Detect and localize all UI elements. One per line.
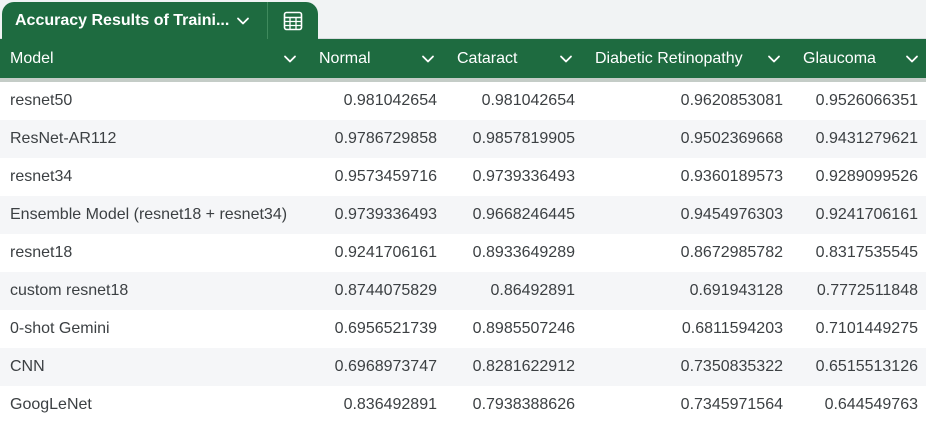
cell-glaucoma[interactable]: 0.644549763: [824, 396, 918, 413]
tab-divider: [267, 2, 269, 39]
cell-diabetic-retinopathy[interactable]: 0.7345971564: [680, 396, 783, 413]
cell-model[interactable]: resnet18: [10, 244, 73, 261]
cell-glaucoma[interactable]: 0.9289099526: [815, 168, 918, 185]
cell-model[interactable]: custom resnet18: [10, 282, 129, 299]
cell-diabetic-retinopathy[interactable]: 0.9360189573: [680, 168, 783, 185]
cell-normal[interactable]: 0.981042654: [343, 92, 437, 109]
cell-cataract[interactable]: 0.9668246445: [472, 206, 575, 223]
cell-diabetic-retinopathy[interactable]: 0.9620853081: [680, 92, 783, 109]
cell-cataract[interactable]: 0.7938388626: [472, 396, 575, 413]
column-header-model[interactable]: Model: [0, 39, 308, 78]
cell-glaucoma[interactable]: 0.7772511848: [816, 282, 918, 299]
cell-cataract[interactable]: 0.8985507246: [472, 320, 575, 337]
cell-diabetic-retinopathy[interactable]: 0.8672985782: [680, 244, 783, 261]
cell-normal[interactable]: 0.836492891: [343, 396, 437, 413]
chevron-down-icon[interactable]: [558, 51, 574, 67]
cell-cataract[interactable]: 0.9739336493: [472, 168, 575, 185]
cell-normal[interactable]: 0.8744075829: [334, 282, 437, 299]
cell-normal[interactable]: 0.9786729858: [334, 130, 437, 147]
cell-glaucoma[interactable]: 0.7101449275: [815, 320, 918, 337]
table-body: resnet50 0.981042654 0.981042654 0.96208…: [0, 82, 926, 421]
chevron-down-icon[interactable]: [420, 51, 436, 67]
sheet-tab-title[interactable]: Accuracy Results of Traini...: [15, 11, 230, 29]
column-header-label: Diabetic Retinopathy: [595, 49, 743, 67]
cell-diabetic-retinopathy[interactable]: 0.691943128: [689, 282, 783, 299]
cell-normal[interactable]: 0.9739336493: [334, 206, 437, 223]
cell-model[interactable]: resnet34: [10, 168, 73, 185]
table-row[interactable]: ResNet-AR112 0.9786729858 0.9857819905 0…: [0, 120, 926, 158]
chevron-down-icon[interactable]: [904, 51, 920, 67]
cell-glaucoma[interactable]: 0.9431279621: [815, 130, 918, 147]
chevron-down-icon[interactable]: [229, 2, 257, 39]
chevron-down-icon[interactable]: [282, 51, 298, 67]
cell-cataract[interactable]: 0.86492891: [490, 282, 575, 299]
table-icon: [283, 11, 303, 30]
cell-diabetic-retinopathy[interactable]: 0.6811594203: [681, 320, 783, 337]
cell-model[interactable]: ResNet-AR112: [10, 130, 117, 147]
cell-diabetic-retinopathy[interactable]: 0.7350835322: [680, 358, 783, 375]
table-row[interactable]: resnet50 0.981042654 0.981042654 0.96208…: [0, 82, 926, 120]
table-row[interactable]: custom resnet18 0.8744075829 0.86492891 …: [0, 272, 926, 310]
cell-normal[interactable]: 0.6968973747: [334, 358, 437, 375]
cell-model[interactable]: GoogLeNet: [10, 396, 92, 413]
table-row[interactable]: Ensemble Model (resnet18 + resnet34) 0.9…: [0, 196, 926, 234]
table-row[interactable]: resnet18 0.9241706161 0.8933649289 0.867…: [0, 234, 926, 272]
cell-cataract[interactable]: 0.9857819905: [472, 130, 575, 147]
column-header-normal[interactable]: Normal: [308, 39, 446, 78]
cell-model[interactable]: 0-shot Gemini: [10, 320, 110, 337]
column-header-label: Glaucoma: [803, 49, 876, 67]
column-header-row: Model Normal Cataract Diabetic Retinopat…: [0, 39, 926, 82]
cell-cataract[interactable]: 0.981042654: [481, 92, 575, 109]
column-header-label: Normal: [319, 49, 371, 67]
table-row[interactable]: CNN 0.6968973747 0.8281622912 0.73508353…: [0, 348, 926, 386]
table-row[interactable]: resnet34 0.9573459716 0.9739336493 0.936…: [0, 158, 926, 196]
cell-glaucoma[interactable]: 0.9241706161: [815, 206, 918, 223]
cell-model[interactable]: Ensemble Model (resnet18 + resnet34): [10, 206, 288, 223]
cell-model[interactable]: resnet50: [10, 92, 73, 109]
column-header-glaucoma[interactable]: Glaucoma: [792, 39, 926, 78]
cell-cataract[interactable]: 0.8281622912: [472, 358, 575, 375]
table-view-button[interactable]: [268, 2, 318, 39]
cell-cataract[interactable]: 0.8933649289: [472, 244, 575, 261]
cell-diabetic-retinopathy[interactable]: 0.9454976303: [680, 206, 783, 223]
column-header-label: Cataract: [457, 49, 518, 67]
cell-normal[interactable]: 0.9241706161: [334, 244, 437, 261]
column-header-label: Model: [10, 49, 54, 67]
chevron-down-icon[interactable]: [766, 51, 782, 67]
cell-normal[interactable]: 0.9573459716: [334, 168, 437, 185]
cell-model[interactable]: CNN: [10, 358, 45, 375]
cell-glaucoma[interactable]: 0.9526066351: [815, 92, 918, 109]
cell-normal[interactable]: 0.6956521739: [334, 320, 437, 337]
cell-diabetic-retinopathy[interactable]: 0.9502369668: [680, 130, 783, 147]
column-header-cataract[interactable]: Cataract: [446, 39, 584, 78]
table-row[interactable]: GoogLeNet 0.836492891 0.7938388626 0.734…: [0, 386, 926, 421]
tab-bar: Accuracy Results of Traini...: [0, 0, 926, 39]
column-header-diabetic-retinopathy[interactable]: Diabetic Retinopathy: [584, 39, 792, 78]
sheet-tab[interactable]: Accuracy Results of Traini...: [2, 2, 318, 39]
cell-glaucoma[interactable]: 0.6515513126: [815, 358, 918, 375]
cell-glaucoma[interactable]: 0.8317535545: [815, 244, 918, 261]
table-row[interactable]: 0-shot Gemini 0.6956521739 0.8985507246 …: [0, 310, 926, 348]
